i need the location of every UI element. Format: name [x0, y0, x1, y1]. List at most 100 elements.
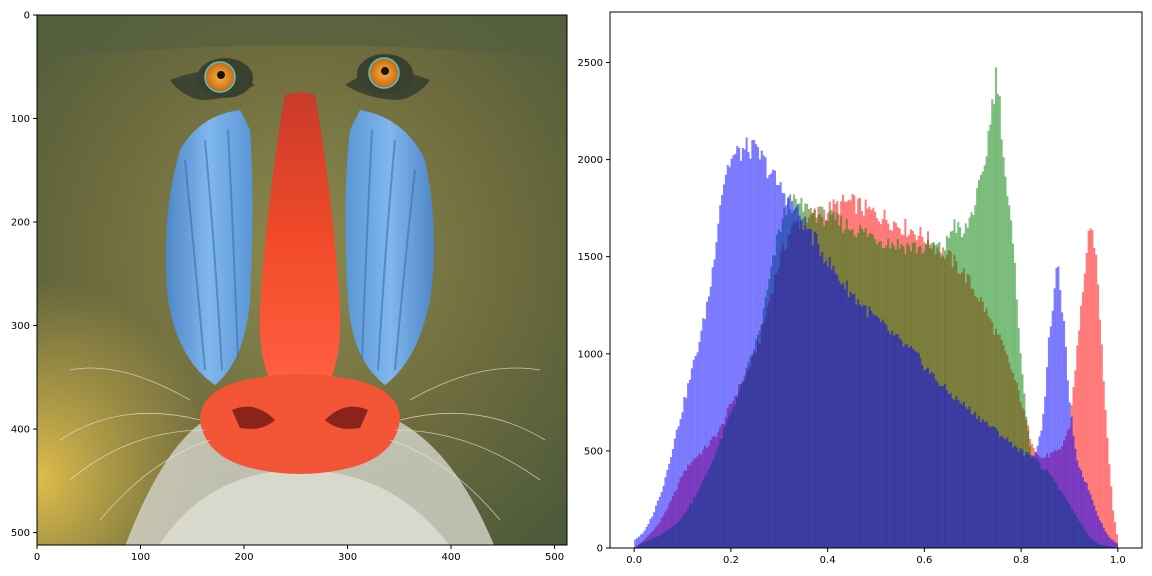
histogram-bar [1078, 330, 1081, 548]
left-pupil [217, 71, 225, 79]
histogram-bar [1091, 230, 1094, 548]
histogram-bar [1080, 305, 1083, 548]
histogram-bar [1081, 477, 1084, 548]
histogram-bar [951, 398, 954, 548]
histogram-bar [957, 221, 960, 548]
histogram-bar [1036, 445, 1039, 548]
histogram-bar [1053, 288, 1056, 548]
histogram-bar [949, 393, 952, 548]
histogram-bar [1004, 439, 1007, 548]
histogram-bar [1095, 254, 1098, 548]
histogram-bar [807, 228, 811, 549]
histogram-bar [944, 384, 947, 548]
histogram-bar [1063, 321, 1066, 548]
muzzle [200, 374, 400, 474]
image-y-tick-label: 100 [11, 114, 30, 125]
histogram-bar [987, 425, 990, 548]
histogram-bar [1089, 494, 1092, 548]
histogram-bar [1049, 326, 1052, 548]
histogram-bar [893, 335, 896, 548]
histogram-bar [722, 184, 726, 548]
histogram-bar [978, 415, 981, 548]
histogram-bar [883, 322, 886, 548]
histogram-bar [1115, 543, 1118, 548]
histogram-bar [989, 427, 992, 548]
histogram-bar [813, 231, 816, 549]
histogram-bar [694, 355, 697, 548]
histogram-bar [821, 251, 824, 548]
histogram-bar [747, 151, 750, 548]
histogram-bar [734, 153, 737, 548]
histogram-bar [1106, 437, 1109, 548]
histogram-bar [1083, 481, 1086, 548]
histogram-bar [872, 314, 875, 548]
whiskers [59, 367, 546, 521]
histogram-bar [1097, 284, 1100, 548]
histogram-bar [724, 174, 727, 548]
histogram-bar [1006, 437, 1009, 548]
histogram-bar [1002, 157, 1005, 548]
histogram-bar [957, 399, 960, 548]
nose-bridge [259, 92, 341, 380]
histogram-bar [1087, 230, 1090, 548]
histogram-bar [968, 217, 971, 548]
histogram-bar [968, 406, 971, 548]
histogram-bar [773, 170, 777, 549]
histogram-x-tick-label: 0.0 [626, 555, 642, 566]
histogram-bar [1010, 441, 1013, 548]
histogram-bar [959, 402, 962, 548]
histogram-bar [1000, 435, 1003, 548]
left-nostril [232, 406, 275, 429]
histogram-bar [879, 322, 882, 548]
histogram-bar [851, 294, 854, 548]
histogram-bar [815, 233, 818, 548]
histogram-bar [656, 500, 659, 548]
histogram-bar [707, 296, 710, 548]
histogram-bar [745, 137, 748, 549]
histogram-bar [996, 431, 999, 548]
histogram-bar [711, 267, 714, 548]
histogram-bar [1104, 409, 1107, 548]
histogram-bar [1110, 486, 1113, 548]
histogram-bar [653, 512, 656, 548]
histogram-bar [764, 157, 767, 548]
histogram-bar [853, 293, 856, 548]
histogram-bar [654, 505, 658, 548]
histogram-bar [832, 265, 835, 548]
histogram-bar [639, 534, 642, 548]
image-frame [36, 14, 568, 546]
histogram-bar [1112, 510, 1115, 548]
histogram-bar [702, 318, 705, 548]
histogram-bar [877, 318, 880, 548]
histogram-bar [981, 419, 984, 548]
histogram-bar [1068, 402, 1071, 548]
histogram-bar [896, 334, 899, 548]
histogram-bar [979, 422, 982, 548]
image-y-tick-label: 200 [11, 218, 30, 229]
histogram-bar [989, 124, 992, 549]
histogram-bar [911, 348, 914, 548]
histogram-bar [866, 316, 869, 548]
histogram-bar [947, 394, 950, 548]
histogram-bar [824, 260, 828, 548]
histogram-bar [953, 400, 956, 548]
histogram-bar [855, 304, 858, 548]
histogram-bar [798, 215, 801, 548]
histogram-bar [938, 385, 941, 548]
histogram-bar [936, 381, 939, 548]
histogram-bar [889, 334, 892, 548]
histogram-bar [792, 209, 795, 549]
histogram-bar [1078, 467, 1081, 548]
histogram-bar [787, 198, 790, 548]
histogram-bar [760, 150, 763, 548]
histogram-bar [908, 347, 911, 548]
histogram-bar [966, 227, 969, 548]
histogram-bar [1100, 523, 1103, 548]
histogram-bar [1091, 499, 1094, 548]
histogram-bar [961, 237, 964, 548]
histogram-x-tick-label: 0.4 [820, 555, 836, 566]
histogram-bar [1066, 380, 1069, 548]
histogram-bar [1008, 205, 1011, 548]
histogram-bar [741, 148, 744, 549]
histogram-bar [662, 485, 665, 548]
